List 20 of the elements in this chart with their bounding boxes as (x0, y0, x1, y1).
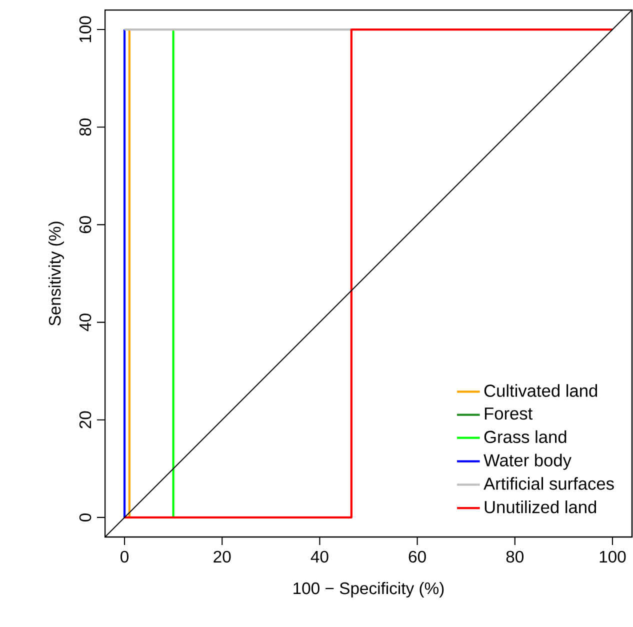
legend-label: Grass land (484, 430, 566, 444)
y-tick-label: 40 (79, 314, 92, 332)
legend-label: Unutilized land (484, 500, 596, 514)
legend-label: Cultivated land (484, 384, 598, 397)
legend-label: Water body (484, 454, 572, 470)
x-tick-label: 0 (120, 550, 128, 563)
x-tick-label: 20 (214, 550, 231, 563)
y-tick-label: 20 (79, 411, 92, 428)
x-tick-label: 80 (506, 550, 524, 563)
x-tick-label: 40 (310, 550, 328, 563)
x-tick-label: 100 (600, 550, 626, 563)
legend-label: Artificial surfaces (484, 477, 614, 490)
x-axis-title: 100 − Specificity (%) (294, 582, 444, 598)
y-axis-title: Sensitivity (%) (48, 222, 64, 326)
y-tick-label: 100 (79, 16, 92, 42)
y-tick-label: 80 (79, 118, 92, 136)
y-tick-label: 60 (79, 216, 92, 234)
x-tick-label: 60 (408, 550, 426, 563)
y-tick-label: 0 (79, 513, 92, 522)
legend-label: Forest (484, 408, 533, 420)
